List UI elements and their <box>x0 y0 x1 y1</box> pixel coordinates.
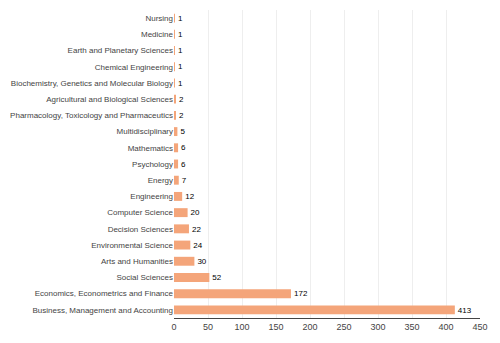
svg-text:12: 12 <box>185 192 194 201</box>
svg-text:2: 2 <box>179 111 184 120</box>
svg-text:Social Sciences: Social Sciences <box>117 273 173 282</box>
svg-text:Psychology: Psychology <box>132 160 173 169</box>
svg-text:7: 7 <box>182 176 187 185</box>
svg-text:6: 6 <box>181 160 186 169</box>
svg-text:400: 400 <box>438 322 453 332</box>
svg-text:450: 450 <box>472 322 487 332</box>
svg-text:5: 5 <box>180 127 185 136</box>
svg-text:52: 52 <box>212 273 221 282</box>
svg-text:Arts and Humanities: Arts and Humanities <box>101 257 173 266</box>
svg-text:50: 50 <box>203 322 213 332</box>
svg-text:Agricultural and Biological Sc: Agricultural and Biological Sciences <box>46 95 173 104</box>
svg-text:1: 1 <box>178 30 183 39</box>
svg-text:200: 200 <box>302 322 317 332</box>
svg-text:6: 6 <box>181 143 186 152</box>
svg-text:172: 172 <box>294 289 308 298</box>
svg-text:1: 1 <box>178 46 183 55</box>
svg-text:Environmental Science: Environmental Science <box>91 241 173 250</box>
svg-text:30: 30 <box>197 257 206 266</box>
svg-text:Chemical Engineering: Chemical Engineering <box>95 63 173 72</box>
svg-text:Economics, Econometrics and Fi: Economics, Econometrics and Finance <box>35 289 174 298</box>
svg-text:Mathematics: Mathematics <box>128 144 173 153</box>
svg-text:413: 413 <box>458 306 472 315</box>
svg-text:2: 2 <box>179 95 184 104</box>
svg-text:Energy: Energy <box>148 176 173 185</box>
svg-text:0: 0 <box>171 322 176 332</box>
svg-text:1: 1 <box>178 14 183 23</box>
svg-text:Biochemistry, Genetics and Mol: Biochemistry, Genetics and Molecular Bio… <box>11 79 173 88</box>
svg-text:Earth and Planetary Sciences: Earth and Planetary Sciences <box>68 46 173 55</box>
svg-text:Nursing: Nursing <box>145 14 173 23</box>
svg-text:1: 1 <box>178 62 183 71</box>
svg-text:Pharmacology, Toxicology and P: Pharmacology, Toxicology and Pharmaceuti… <box>10 111 173 120</box>
svg-text:100: 100 <box>234 322 249 332</box>
svg-text:Computer Science: Computer Science <box>107 208 173 217</box>
svg-text:20: 20 <box>191 208 200 217</box>
svg-text:Engineering: Engineering <box>130 192 173 201</box>
svg-text:1: 1 <box>178 79 183 88</box>
svg-text:350: 350 <box>404 322 419 332</box>
svg-text:22: 22 <box>192 225 201 234</box>
svg-text:Medicine: Medicine <box>141 30 174 39</box>
svg-text:24: 24 <box>193 241 202 250</box>
svg-text:Business, Management and Accou: Business, Management and Accounting <box>32 306 173 315</box>
svg-text:Multidisciplinary: Multidisciplinary <box>117 127 173 136</box>
svg-text:250: 250 <box>336 322 351 332</box>
svg-text:300: 300 <box>370 322 385 332</box>
svg-text:150: 150 <box>268 322 283 332</box>
svg-text:Decision Sciences: Decision Sciences <box>108 225 173 234</box>
